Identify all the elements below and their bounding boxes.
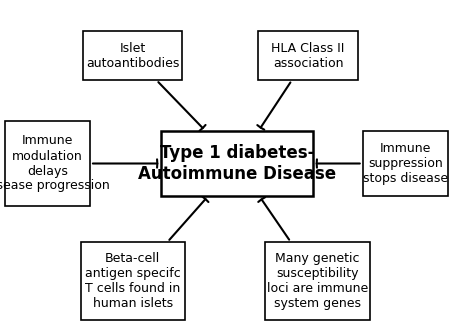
FancyBboxPatch shape [161,131,313,196]
FancyBboxPatch shape [265,242,370,320]
Text: Islet
autoantibodies: Islet autoantibodies [86,42,179,70]
Text: HLA Class II
association: HLA Class II association [272,42,345,70]
Text: Immune
modulation
delays
disease progression: Immune modulation delays disease progres… [0,134,110,193]
Text: Type 1 diabetes-
Autoimmune Disease: Type 1 diabetes- Autoimmune Disease [138,144,336,183]
Text: Many genetic
susceptibility
loci are immune
system genes: Many genetic susceptibility loci are imm… [267,252,368,310]
FancyBboxPatch shape [83,31,182,80]
FancyBboxPatch shape [81,242,185,320]
Text: Beta-cell
antigen specifc
T cells found in
human islets: Beta-cell antigen specifc T cells found … [85,252,181,310]
FancyBboxPatch shape [363,131,448,196]
Text: Immune
suppression
stops disease: Immune suppression stops disease [363,142,448,185]
FancyBboxPatch shape [258,31,358,80]
FancyBboxPatch shape [5,121,90,206]
